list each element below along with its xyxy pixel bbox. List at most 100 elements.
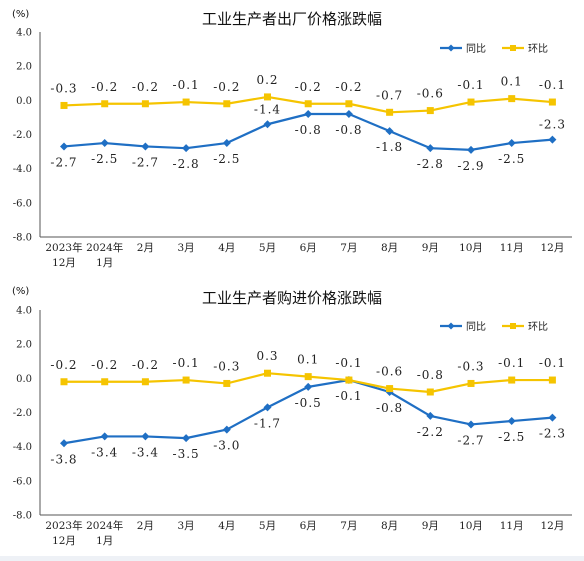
y-tick-label: 2.0 xyxy=(16,62,32,73)
x-tick-label: 8月 xyxy=(381,242,398,254)
data-point-marker xyxy=(467,420,475,429)
legend-label: 环比 xyxy=(528,321,548,333)
data-label: -2.7 xyxy=(50,155,77,169)
x-tick-label: 9月 xyxy=(422,520,439,532)
data-label: -3.8 xyxy=(50,452,77,466)
data-point-marker xyxy=(426,107,434,115)
data-label: -3.5 xyxy=(173,447,200,461)
data-point-marker xyxy=(141,378,149,386)
data-label: -0.1 xyxy=(539,356,566,370)
x-tick-label: 9月 xyxy=(422,242,439,254)
y-axis-unit: (%) xyxy=(12,9,30,20)
data-label: 0.3 xyxy=(256,349,278,363)
data-point-marker xyxy=(222,425,231,434)
data-point-marker xyxy=(304,110,313,118)
legend-label: 环比 xyxy=(528,43,548,55)
data-point-marker xyxy=(182,144,191,153)
data-label: -2.5 xyxy=(498,152,525,166)
data-label: -0.5 xyxy=(295,396,322,410)
data-label: 0.1 xyxy=(501,75,523,89)
x-tick-label: 2024年 xyxy=(86,241,123,254)
data-label: -0.2 xyxy=(132,358,159,372)
data-label: -2.3 xyxy=(539,118,566,132)
data-point-marker xyxy=(548,376,556,384)
data-label: 0.2 xyxy=(256,73,278,87)
y-tick-label: -2.0 xyxy=(13,130,32,141)
data-label: -2.5 xyxy=(91,152,118,166)
data-point-marker xyxy=(182,376,190,384)
data-point-marker xyxy=(100,432,109,441)
data-point-marker xyxy=(467,379,475,387)
data-label: -0.2 xyxy=(213,80,240,94)
y-tick-label: -2.0 xyxy=(13,408,32,419)
data-label: -0.8 xyxy=(295,123,322,137)
data-label: -0.2 xyxy=(132,80,159,94)
data-label: -0.2 xyxy=(295,80,322,94)
chart-title: 工业生产者购进价格涨跌幅 xyxy=(201,289,382,307)
data-label: -0.8 xyxy=(335,123,362,137)
y-tick-label: -6.0 xyxy=(13,476,32,487)
y-tick-label: 4.0 xyxy=(16,306,32,317)
data-label: -0.3 xyxy=(213,359,240,373)
data-point-marker xyxy=(508,95,516,103)
data-point-marker xyxy=(141,100,149,108)
data-point-marker xyxy=(223,100,231,108)
chart-plot-area: 4.0 2.0 0.0 -2.0 -4.0 -6.0 -8.0 2023年 12月 2024年 1月… xyxy=(13,306,572,547)
data-label: -2.7 xyxy=(132,155,159,169)
data-point-marker xyxy=(426,411,435,420)
data-point-marker xyxy=(101,378,109,386)
x-tick-label: 7月 xyxy=(340,520,357,532)
data-label: -0.1 xyxy=(457,78,484,92)
x-tick-label: 5月 xyxy=(259,520,276,532)
x-tick-label: 11月 xyxy=(500,242,524,254)
data-point-marker xyxy=(467,98,475,106)
data-point-marker xyxy=(223,379,231,387)
x-tick-label: 2月 xyxy=(137,242,154,254)
data-label: -0.1 xyxy=(539,78,566,92)
x-tick-label: 6月 xyxy=(300,242,317,254)
footer-band xyxy=(0,556,584,561)
y-tick-label: 2.0 xyxy=(16,340,32,351)
data-point-marker xyxy=(182,434,191,443)
data-point-marker xyxy=(426,144,435,153)
y-tick-label: 0.0 xyxy=(16,374,32,385)
data-label: -0.2 xyxy=(91,358,118,372)
data-label: -0.2 xyxy=(50,358,77,372)
data-label: -3.0 xyxy=(213,439,240,453)
chart-title: 工业生产者出厂价格涨跌幅 xyxy=(201,10,382,28)
data-point-marker xyxy=(101,100,109,108)
data-point-marker xyxy=(548,98,556,106)
x-tick-label: 7月 xyxy=(340,242,357,254)
data-label: -0.1 xyxy=(335,356,362,370)
x-tick-label: 5月 xyxy=(259,242,276,254)
x-tick-label: 12月 xyxy=(52,535,76,547)
x-tick-label: 1月 xyxy=(96,535,113,547)
x-tick-label: 10月 xyxy=(459,520,483,532)
data-point-marker xyxy=(344,110,353,118)
data-label: -0.3 xyxy=(50,81,77,95)
data-label: -2.8 xyxy=(173,157,200,171)
data-point-marker xyxy=(304,373,312,381)
data-label: -0.2 xyxy=(91,80,118,94)
chart-panel-ppi-output: 工业生产者出厂价格涨跌幅 (%) 4.0 2.0 0.0 -2.0 -4.0 -6.0 -8… xyxy=(0,0,584,278)
data-label: -0.1 xyxy=(173,356,200,370)
data-label: -3.4 xyxy=(132,445,159,459)
data-point-marker xyxy=(385,127,394,136)
data-label: -2.8 xyxy=(417,157,444,171)
x-tick-label: 1月 xyxy=(96,257,113,269)
data-point-marker xyxy=(386,108,394,116)
data-point-marker xyxy=(507,417,516,426)
legend-marker xyxy=(447,322,455,330)
data-point-marker xyxy=(467,145,475,154)
x-tick-label: 4月 xyxy=(218,520,235,532)
data-label: -0.1 xyxy=(335,389,362,403)
data-point-marker xyxy=(100,139,109,148)
x-tick-label: 3月 xyxy=(178,242,195,254)
data-label: -2.2 xyxy=(417,425,444,439)
x-tick-label: 12月 xyxy=(52,257,76,269)
data-label: -0.3 xyxy=(457,359,484,373)
data-point-marker xyxy=(508,376,516,384)
data-point-marker xyxy=(182,98,190,106)
y-tick-label: -4.0 xyxy=(13,164,32,175)
data-point-marker xyxy=(345,100,353,108)
